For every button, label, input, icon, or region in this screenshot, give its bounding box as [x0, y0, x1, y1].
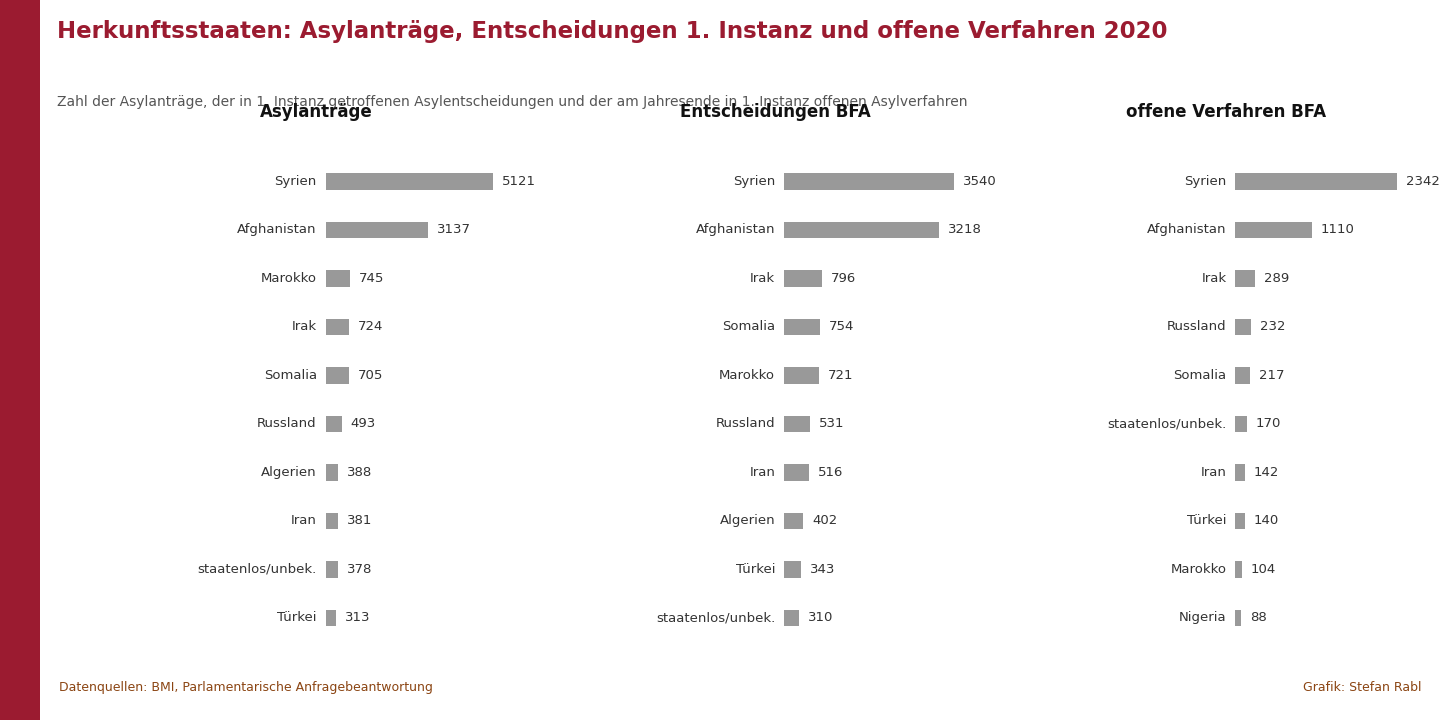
Text: 140: 140 — [1253, 514, 1279, 527]
Text: 142: 142 — [1253, 466, 1279, 479]
Text: Russland: Russland — [1166, 320, 1227, 333]
Text: Asylanträge: Asylanträge — [261, 103, 373, 121]
Bar — [325, 513, 338, 529]
Text: 104: 104 — [1251, 563, 1276, 576]
Text: 88: 88 — [1250, 611, 1266, 624]
Text: Irak: Irak — [292, 320, 317, 333]
Bar — [1236, 513, 1244, 529]
Bar — [1236, 174, 1397, 189]
Text: 310: 310 — [808, 611, 834, 624]
Bar — [785, 222, 939, 238]
Text: 217: 217 — [1259, 369, 1284, 382]
Text: Afghanistan: Afghanistan — [696, 223, 775, 236]
Text: 3540: 3540 — [963, 175, 996, 188]
Text: 388: 388 — [347, 466, 373, 479]
Bar — [325, 222, 428, 238]
Bar — [785, 610, 799, 626]
Text: 289: 289 — [1264, 272, 1289, 285]
Text: 724: 724 — [359, 320, 383, 333]
Bar — [325, 415, 341, 432]
Text: 493: 493 — [350, 418, 376, 431]
Text: Entscheidungen BFA: Entscheidungen BFA — [680, 103, 871, 121]
Bar — [785, 464, 809, 480]
Bar — [325, 464, 338, 480]
Text: Türkei: Türkei — [736, 563, 775, 576]
Text: Irak: Irak — [750, 272, 775, 285]
Text: Syrien: Syrien — [1184, 175, 1227, 188]
Text: offene Verfahren BFA: offene Verfahren BFA — [1126, 103, 1326, 121]
Text: Afghanistan: Afghanistan — [1148, 223, 1227, 236]
Text: Türkei: Türkei — [278, 611, 317, 624]
Text: 721: 721 — [828, 369, 854, 382]
Text: 313: 313 — [344, 611, 370, 624]
Text: 343: 343 — [809, 563, 835, 576]
Text: Algerien: Algerien — [261, 466, 317, 479]
Text: 745: 745 — [359, 272, 384, 285]
Bar — [785, 561, 801, 577]
Text: 402: 402 — [812, 514, 838, 527]
Text: Russland: Russland — [716, 418, 775, 431]
Text: 705: 705 — [357, 369, 383, 382]
Text: 1110: 1110 — [1320, 223, 1355, 236]
Bar — [1236, 222, 1312, 238]
Bar — [785, 174, 955, 189]
Bar — [785, 319, 821, 335]
Text: Grafik: Stefan Rabl: Grafik: Stefan Rabl — [1303, 681, 1421, 694]
Text: Iran: Iran — [291, 514, 317, 527]
Text: Syrien: Syrien — [275, 175, 317, 188]
Text: 796: 796 — [831, 272, 857, 285]
Text: 170: 170 — [1256, 418, 1280, 431]
Text: Somalia: Somalia — [264, 369, 317, 382]
Text: 232: 232 — [1260, 320, 1284, 333]
Text: Türkei: Türkei — [1187, 514, 1227, 527]
Bar — [1236, 270, 1256, 287]
Bar — [1236, 561, 1243, 577]
Bar — [325, 561, 338, 577]
Text: Iran: Iran — [1201, 466, 1227, 479]
Text: 754: 754 — [829, 320, 855, 333]
Text: Afghanistan: Afghanistan — [238, 223, 317, 236]
Bar — [785, 367, 819, 384]
Bar — [1236, 319, 1251, 335]
Bar — [1236, 610, 1241, 626]
Bar — [785, 270, 822, 287]
Text: Datenquellen: BMI, Parlamentarische Anfragebeantwortung: Datenquellen: BMI, Parlamentarische Anfr… — [59, 681, 432, 694]
Text: Iran: Iran — [749, 466, 775, 479]
Bar — [325, 270, 350, 287]
Text: 378: 378 — [347, 563, 372, 576]
Text: Zahl der Asylanträge, der in 1. Instanz getroffenen Asylentscheidungen und der a: Zahl der Asylanträge, der in 1. Instanz … — [58, 95, 968, 109]
Text: 381: 381 — [347, 514, 372, 527]
Text: staatenlos/unbek.: staatenlos/unbek. — [197, 563, 317, 576]
Text: Marokko: Marokko — [719, 369, 775, 382]
Text: 3137: 3137 — [436, 223, 471, 236]
Text: Marokko: Marokko — [1171, 563, 1227, 576]
Text: staatenlos/unbek.: staatenlos/unbek. — [655, 611, 775, 624]
Bar — [1236, 464, 1246, 480]
Bar — [785, 513, 804, 529]
Text: staatenlos/unbek.: staatenlos/unbek. — [1107, 418, 1227, 431]
Text: Somalia: Somalia — [721, 320, 775, 333]
Text: Nigeria: Nigeria — [1179, 611, 1227, 624]
Bar — [325, 174, 492, 189]
Bar — [785, 415, 809, 432]
Bar — [325, 319, 350, 335]
Text: 5121: 5121 — [503, 175, 536, 188]
Bar — [325, 610, 336, 626]
Text: 3218: 3218 — [948, 223, 982, 236]
Text: 531: 531 — [818, 418, 844, 431]
Text: 2342: 2342 — [1405, 175, 1440, 188]
Bar — [325, 367, 348, 384]
Text: Somalia: Somalia — [1174, 369, 1227, 382]
Bar — [1236, 367, 1250, 384]
Text: Marokko: Marokko — [261, 272, 317, 285]
Bar — [1236, 415, 1247, 432]
Text: Herkunftsstaaten: Asylanträge, Entscheidungen 1. Instanz und offene Verfahren 20: Herkunftsstaaten: Asylanträge, Entscheid… — [58, 19, 1168, 42]
Text: Russland: Russland — [258, 418, 317, 431]
Text: Syrien: Syrien — [733, 175, 775, 188]
Text: Algerien: Algerien — [720, 514, 775, 527]
Text: 516: 516 — [818, 466, 844, 479]
Text: Irak: Irak — [1201, 272, 1227, 285]
